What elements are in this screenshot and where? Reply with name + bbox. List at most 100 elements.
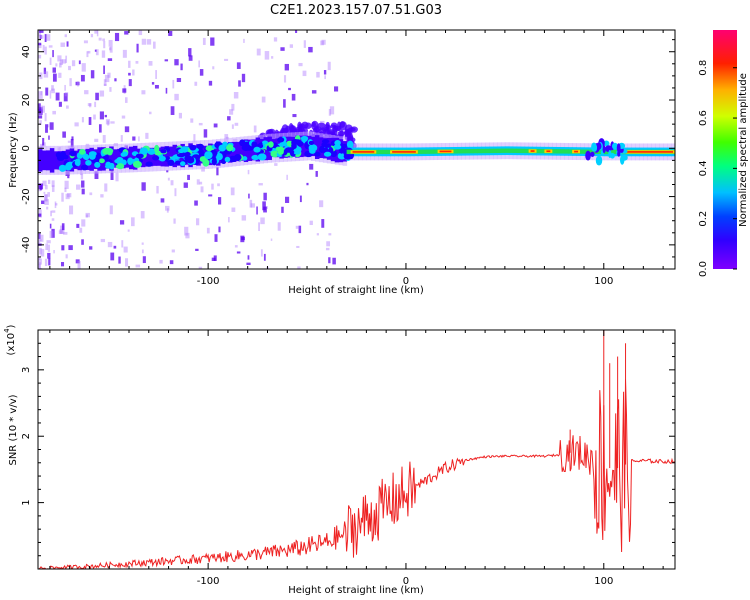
band-blob-mark <box>85 159 92 166</box>
speckle-mark <box>40 105 43 115</box>
speckle-mark <box>172 79 175 89</box>
speckle-mark <box>118 256 121 264</box>
colorbar-tick-label: 0.8 <box>698 60 709 76</box>
speckle-mark <box>79 227 83 233</box>
speckle-mark <box>81 239 84 245</box>
speckle-mark <box>44 194 48 202</box>
speckle-mark <box>124 31 129 35</box>
y-tick-label: 20 <box>21 94 32 107</box>
speckle-mark <box>326 241 331 247</box>
speckle-mark <box>202 37 206 45</box>
band-body-mark <box>144 147 150 167</box>
speckle-mark <box>81 188 85 195</box>
speckle-mark <box>250 203 255 208</box>
speckle-mark <box>51 218 55 221</box>
speckle-mark <box>89 192 93 196</box>
speckle-mark <box>153 41 156 49</box>
band-core-mark <box>378 149 383 155</box>
speckle-mark <box>188 55 193 61</box>
band-core-mark <box>477 148 482 154</box>
band-core-mark <box>493 148 498 154</box>
speckle-mark <box>328 257 331 264</box>
speckle-mark <box>286 174 288 180</box>
band-core-mark <box>512 148 518 153</box>
speckle-mark <box>44 113 47 122</box>
band-body-mark <box>132 145 138 170</box>
speckle-mark <box>64 180 69 189</box>
band-blob-mark <box>323 151 332 157</box>
band-blob-mark <box>56 155 65 162</box>
speckle-mark <box>329 106 335 115</box>
speckle-mark <box>128 72 131 76</box>
speckle-mark <box>128 79 132 87</box>
band-core-mark <box>591 149 597 154</box>
speckle-mark <box>98 124 102 133</box>
speckle-mark <box>198 266 203 269</box>
speckle-mark <box>258 222 260 232</box>
band-core-mark <box>504 148 510 153</box>
speckle-mark <box>44 46 47 55</box>
speckle-mark <box>78 60 81 65</box>
speckle-mark <box>67 193 72 198</box>
speckle-mark <box>100 194 104 198</box>
speckle-mark <box>103 65 105 75</box>
snr-multiplier: (x104) <box>3 324 17 355</box>
speckle-mark <box>43 71 49 78</box>
speckle-mark <box>89 246 93 250</box>
band-core-mark <box>564 149 569 154</box>
band-core-mark <box>520 148 526 154</box>
speckle-mark <box>196 218 200 226</box>
speckle-mark <box>110 121 115 124</box>
colorbar-label: Normalized spectral amplitude <box>738 73 749 227</box>
speckle-mark <box>38 234 41 244</box>
band-body-mark <box>121 148 126 169</box>
snr-multiplier-close: ) <box>6 324 17 328</box>
x-tick-label: 100 <box>594 276 613 287</box>
band-body-mark <box>299 135 304 158</box>
speckle-mark <box>195 248 199 251</box>
speckle-mark <box>343 130 352 135</box>
speckle-mark <box>51 228 55 238</box>
speckle-mark <box>38 42 42 46</box>
speckle-mark <box>262 201 266 211</box>
speckle-mark <box>58 62 62 68</box>
speckle-mark <box>198 122 203 126</box>
band-body-mark <box>235 141 241 162</box>
band-core-mark <box>496 148 502 153</box>
speckle-mark <box>58 230 63 235</box>
speckle-mark <box>295 30 298 33</box>
speckle-mark <box>168 30 173 36</box>
speckle-mark <box>76 81 80 87</box>
speckle-mark <box>159 259 163 264</box>
speckle-mark <box>59 59 63 65</box>
band-body-mark <box>113 149 118 168</box>
band-blob-mark <box>253 146 261 153</box>
band-blob-mark <box>251 154 260 161</box>
band-blob-mark <box>154 144 160 153</box>
speckle-mark <box>87 103 92 107</box>
speckle-mark <box>42 105 46 113</box>
speckle-mark <box>164 59 169 62</box>
speckle-mark <box>85 214 89 218</box>
band-core-mark <box>587 149 593 154</box>
band-core-mark <box>461 149 466 154</box>
speckle-mark <box>261 96 266 103</box>
speckle-mark <box>104 74 110 83</box>
speckle-mark <box>174 188 177 197</box>
band-core-mark <box>417 149 423 154</box>
speckle-mark <box>236 251 241 254</box>
speckle-mark <box>149 111 152 115</box>
speckle-mark <box>38 263 41 269</box>
speckle-mark <box>38 233 41 239</box>
speckle-mark <box>234 245 238 248</box>
band-blob-mark <box>616 143 621 153</box>
speckle-mark <box>323 70 327 75</box>
band-blob-mark <box>333 144 342 150</box>
speckle-mark <box>38 258 42 265</box>
speckle-mark <box>309 220 313 226</box>
speckle-mark <box>65 193 70 200</box>
band-blob-mark <box>152 155 160 161</box>
speckle-mark <box>48 45 53 48</box>
speckle-mark <box>135 60 139 64</box>
